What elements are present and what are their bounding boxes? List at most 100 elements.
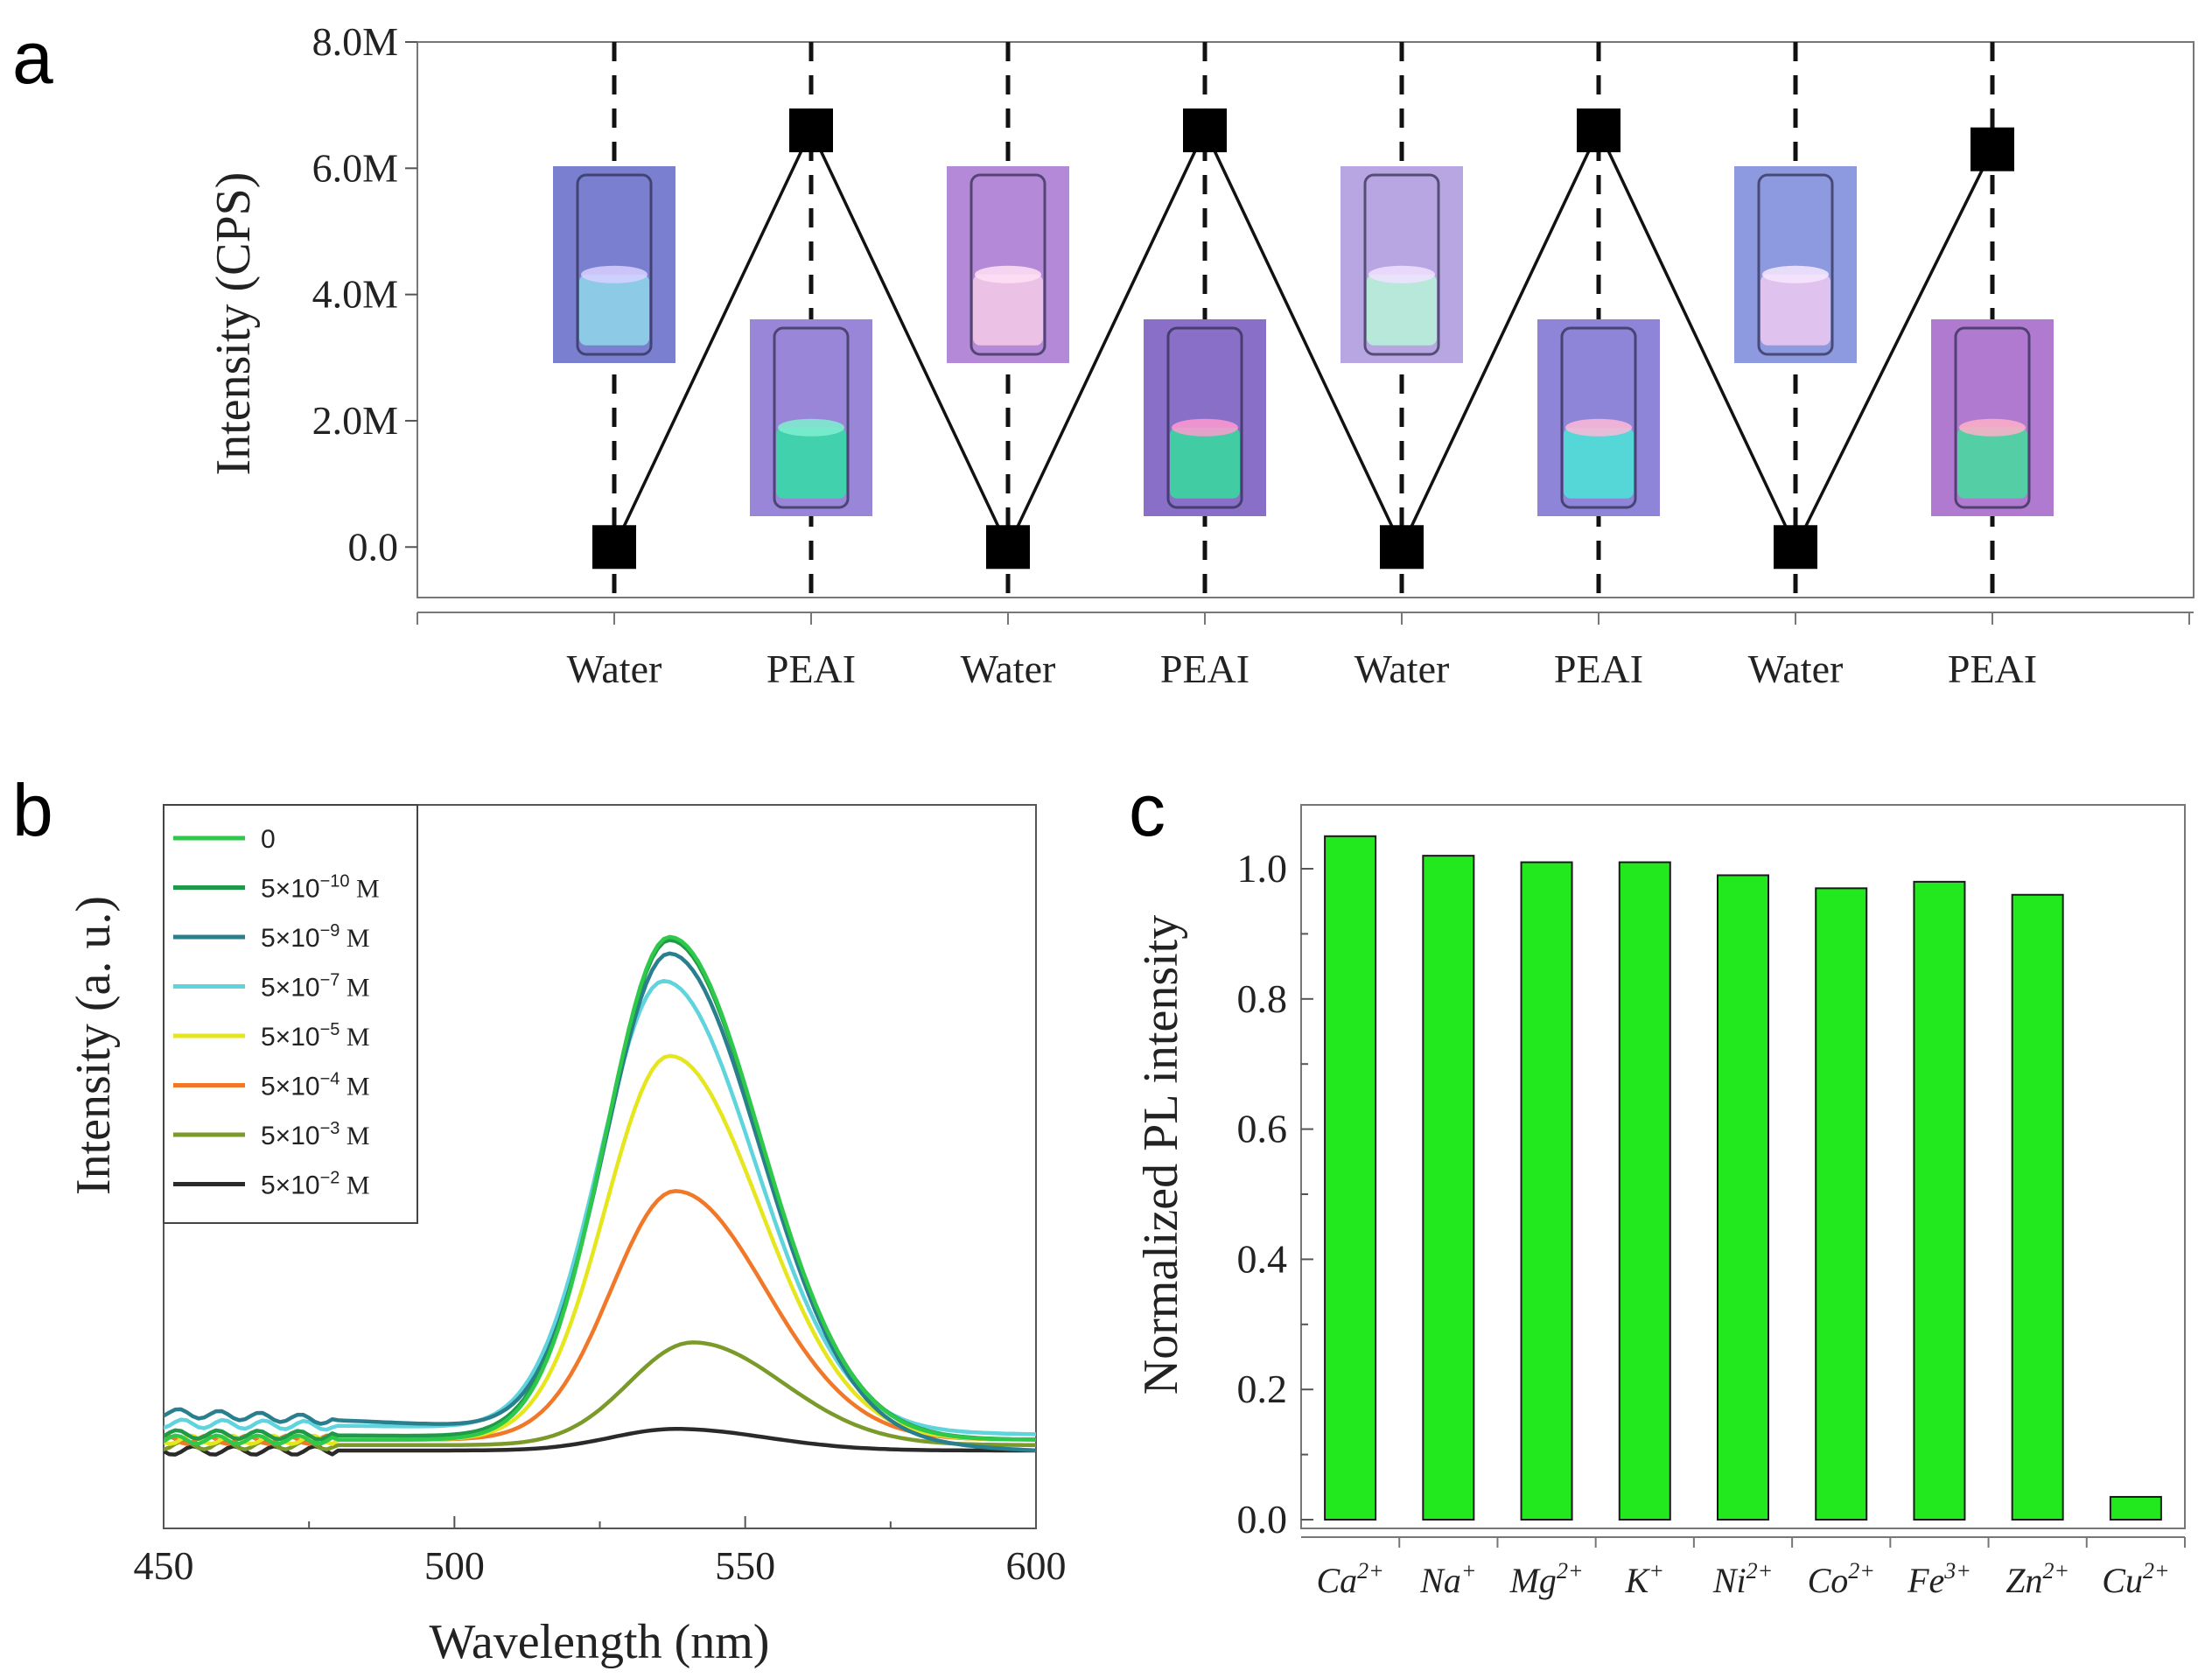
vial-liquid bbox=[1957, 427, 2027, 499]
ion-charge: 2+ bbox=[1746, 1558, 1774, 1584]
legend-unit: M bbox=[340, 974, 369, 1003]
ion-symbol: Fe bbox=[1907, 1561, 1944, 1600]
ion-symbol: Ni bbox=[1712, 1561, 1746, 1600]
vial-photo bbox=[1144, 319, 1266, 516]
panel-c-x-axis: Ca2+ Na+ Mg2+ K+ Ni2+ Co2+ Fe3+ Zn2+ Cu2+ bbox=[1301, 1536, 2186, 1600]
x-tick-label: Zn2+ bbox=[2006, 1558, 2069, 1600]
panel-b-curves bbox=[164, 934, 1036, 1457]
vial-meniscus bbox=[1959, 418, 2026, 437]
x-tick-label: 450 bbox=[134, 1543, 194, 1588]
legend-exponent: −7 bbox=[320, 971, 340, 990]
legend-mantissa: 5×10 bbox=[261, 1122, 320, 1150]
x-tick-label: PEAI bbox=[1554, 647, 1643, 691]
vial-meniscus bbox=[581, 265, 648, 283]
data-marker bbox=[1380, 525, 1424, 570]
ion-charge: 2+ bbox=[2143, 1558, 2170, 1584]
legend-entry: 0 bbox=[261, 825, 276, 854]
vial-meniscus bbox=[975, 265, 1041, 283]
legend-unit: M bbox=[340, 1122, 369, 1150]
panel-a-chart: 0.02.0M4.0M6.0M8.0M Water PEAI Water PEAI Wa… bbox=[206, 19, 2194, 691]
legend-mantissa: 5×10 bbox=[261, 924, 320, 953]
vial-tube bbox=[1954, 326, 2031, 509]
panel-a-y-axis: 0.0 2.0M 4.0M 6.0M 8.0M bbox=[312, 19, 417, 569]
vial-liquid bbox=[579, 274, 649, 346]
legend-unit: M bbox=[340, 1073, 369, 1101]
legend-entry: 5×10−9 M bbox=[261, 921, 370, 953]
spectrum-line bbox=[164, 934, 1036, 1446]
ion-charge: + bbox=[1461, 1558, 1477, 1584]
legend-exponent: −10 bbox=[320, 872, 350, 891]
vial-tube bbox=[1560, 326, 1637, 509]
x-tick-label: 500 bbox=[424, 1543, 485, 1588]
y-tick-label: 0.0 bbox=[348, 524, 399, 569]
legend-entry: 5×10−3 M bbox=[261, 1119, 370, 1150]
vial-liquid bbox=[1170, 427, 1240, 499]
x-tick-label: Water bbox=[567, 647, 662, 691]
legend-unit: M bbox=[340, 924, 369, 953]
data-marker bbox=[789, 108, 833, 153]
vial-liquid bbox=[1367, 274, 1437, 346]
panel-c-y-label: Normalized PL intensity bbox=[1134, 915, 1188, 1395]
data-marker bbox=[1970, 127, 2014, 171]
bar bbox=[1717, 874, 1769, 1521]
x-tick-label: K+ bbox=[1625, 1558, 1664, 1600]
panel-a-vial-photos bbox=[553, 166, 2054, 516]
panel-b-legend: 05×10−10 M5×10−9 M5×10−7 M5×10−5 M5×10−4… bbox=[163, 804, 418, 1224]
legend-exponent: −4 bbox=[320, 1070, 340, 1089]
vial-liquid bbox=[1760, 274, 1830, 346]
x-tick-label: 550 bbox=[715, 1543, 775, 1588]
ion-symbol: K bbox=[1625, 1561, 1651, 1600]
spectrum-line bbox=[164, 1427, 1036, 1457]
ion-symbol: Ca bbox=[1316, 1561, 1357, 1600]
vial-liquid bbox=[776, 427, 846, 499]
vial-tube bbox=[970, 173, 1046, 356]
x-tick-label: Na+ bbox=[1419, 1558, 1476, 1600]
vial-meniscus bbox=[1565, 418, 1632, 437]
ion-charge: + bbox=[1648, 1558, 1664, 1584]
bar bbox=[1324, 835, 1377, 1521]
x-tick-label: Fe3+ bbox=[1907, 1558, 1971, 1600]
x-tick-label: Water bbox=[961, 647, 1056, 691]
legend-unit: M bbox=[350, 875, 380, 904]
legend-unit: M bbox=[340, 1171, 369, 1200]
vial-photo bbox=[1931, 319, 2054, 516]
legend-entry: 5×10−4 M bbox=[261, 1070, 370, 1101]
panel-b-x-label: Wavelength (nm) bbox=[430, 1615, 770, 1669]
y-tick-label: 6.0M bbox=[312, 145, 398, 190]
y-tick-label: 1.0 bbox=[1237, 846, 1288, 891]
vial-tube bbox=[1757, 173, 1834, 356]
legend-unit: M bbox=[340, 1023, 369, 1052]
legend-mantissa: 5×10 bbox=[261, 1023, 320, 1052]
vial-liquid bbox=[1564, 427, 1634, 499]
legend-entry: 5×10−5 M bbox=[261, 1020, 370, 1052]
y-tick-label: 8.0M bbox=[312, 19, 398, 64]
vial-meniscus bbox=[778, 418, 844, 437]
ion-symbol: Mg bbox=[1509, 1561, 1557, 1600]
y-tick-label: 0.4 bbox=[1237, 1236, 1288, 1281]
panel-a-label: a bbox=[12, 17, 53, 99]
legend-entry: 5×10−2 M bbox=[261, 1169, 370, 1200]
bar bbox=[1618, 861, 1671, 1521]
panel-c-frame bbox=[1300, 804, 2186, 1529]
ion-symbol: Cu bbox=[2102, 1561, 2143, 1600]
vial-photo bbox=[1340, 166, 1463, 363]
bar bbox=[1422, 855, 1475, 1521]
vial-photo bbox=[553, 166, 676, 363]
x-tick-label: Co2+ bbox=[1808, 1558, 1875, 1600]
x-tick-label: Ca2+ bbox=[1316, 1558, 1383, 1600]
data-marker bbox=[1577, 108, 1620, 153]
vial-tube bbox=[773, 326, 850, 509]
legend-mantissa: 5×10 bbox=[261, 875, 320, 904]
panel-a-frame bbox=[416, 41, 2194, 598]
panel-b-y-label: Intensity (a. u.) bbox=[66, 896, 121, 1195]
legend-entry: 5×10−10 M bbox=[261, 872, 380, 904]
ion-charge: 3+ bbox=[1943, 1558, 1971, 1584]
panel-a-y-label: Intensity (CPS) bbox=[206, 172, 261, 476]
vial-meniscus bbox=[1172, 418, 1238, 437]
legend-exponent: −2 bbox=[320, 1169, 340, 1188]
legend-entry: 5×10−7 M bbox=[261, 971, 370, 1003]
legend-mantissa: 5×10 bbox=[261, 1073, 320, 1101]
y-tick-label: 0.0 bbox=[1237, 1497, 1288, 1542]
data-marker bbox=[1183, 108, 1227, 153]
